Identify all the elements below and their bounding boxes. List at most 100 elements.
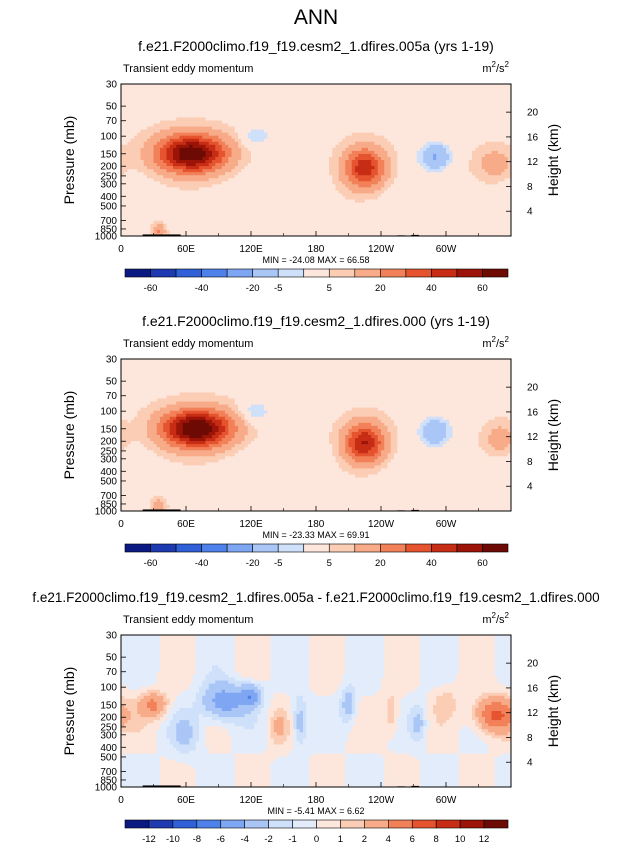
- contour-cell: [413, 729, 421, 733]
- contour-cell: [420, 729, 424, 733]
- contour-cell: [225, 456, 336, 460]
- contour-cell: [420, 668, 460, 672]
- contour-cell: [296, 704, 307, 709]
- contour-cell: [338, 435, 346, 439]
- contour-cell: [338, 701, 343, 706]
- contour-cell: [234, 762, 271, 767]
- contour-cell: [156, 229, 161, 234]
- contour-cell: [160, 665, 197, 669]
- colorbar-swatch: [456, 268, 483, 278]
- contour-cell: [494, 641, 512, 645]
- contour-cell: [394, 178, 479, 182]
- contour-cell: [160, 668, 197, 672]
- contour-cell: [153, 144, 164, 149]
- contour-cell: [189, 686, 200, 691]
- contour-cell: [442, 692, 453, 697]
- colorbar-label: 5: [327, 558, 332, 569]
- contour-cell: [485, 741, 512, 745]
- contour-cell: [410, 707, 424, 712]
- contour-cell: [410, 711, 424, 715]
- contour-cell: [426, 723, 431, 727]
- contour-cell: [257, 714, 268, 718]
- contour-cell: [481, 726, 512, 730]
- chart-panel-2: f.e21.F2000climo.f19_f19.cesm2_1.dfires.…: [61, 313, 561, 569]
- contour-cell: [202, 435, 213, 439]
- contour-cell: [455, 707, 473, 712]
- contour-cell: [273, 692, 288, 697]
- contour-cell: [169, 410, 184, 415]
- contour-cell: [345, 783, 385, 788]
- contour-cell: [156, 735, 167, 739]
- contour-cell: [150, 401, 177, 405]
- contour-cell: [264, 692, 275, 697]
- contour-cell: [446, 425, 453, 430]
- contour-cell: [270, 638, 310, 642]
- contour-cell: [127, 720, 154, 724]
- contour-cell: [225, 671, 239, 675]
- contour-cell: [420, 774, 460, 779]
- contour-cell: [169, 438, 180, 442]
- contour-cell: [355, 447, 372, 451]
- contour-cell: [446, 150, 453, 155]
- contour-cell: [264, 695, 275, 700]
- contour-cell: [293, 738, 297, 742]
- contour-cell: [306, 711, 340, 715]
- contour-cell: [351, 190, 375, 194]
- contour-cell: [121, 84, 512, 88]
- contour-cell: [485, 732, 496, 736]
- contour-cell: [179, 392, 216, 396]
- contour-cell: [394, 707, 401, 712]
- contour-cell: [335, 144, 349, 149]
- contour-cell: [413, 689, 431, 694]
- contour-cell: [212, 150, 219, 155]
- contour-cell: [481, 698, 512, 703]
- contour-cell: [397, 447, 483, 451]
- contour-cell: [433, 707, 457, 712]
- contour-cell: [358, 178, 372, 182]
- contour-cell: [121, 665, 161, 669]
- contour-cell: [121, 111, 512, 115]
- colorbar-swatch: [268, 819, 293, 829]
- contour-cell: [156, 141, 167, 146]
- contour-cell: [121, 656, 161, 660]
- contour-cell: [459, 765, 496, 770]
- contour-cell: [121, 359, 512, 363]
- contour-cell: [345, 638, 385, 642]
- pressure-tick-label: 250: [100, 446, 117, 457]
- contour-cell: [468, 160, 483, 164]
- contour-cell: [241, 138, 252, 143]
- contour-cell: [420, 665, 460, 669]
- contour-cell: [195, 650, 236, 654]
- contour-cell: [416, 153, 424, 158]
- contour-cell: [140, 129, 161, 134]
- contour-cell: [384, 756, 418, 761]
- contour-cell: [296, 717, 304, 721]
- contour-cell: [166, 229, 171, 234]
- contour-cell: [160, 641, 197, 645]
- contour-cell: [218, 401, 236, 405]
- contour-cell: [329, 438, 340, 442]
- contour-cell: [290, 750, 346, 754]
- contour-cell: [208, 747, 232, 751]
- contour-cell: [166, 726, 177, 730]
- contour-cell: [507, 692, 512, 697]
- contour-cell: [182, 169, 203, 173]
- contour-cell: [238, 704, 258, 709]
- contour-cell: [247, 132, 268, 137]
- contour-cell: [348, 738, 392, 742]
- contour-cell: [166, 419, 174, 424]
- colorbar-swatch: [226, 543, 253, 553]
- contour-cell: [345, 741, 388, 745]
- contour-cell: [504, 447, 512, 451]
- contour-cell: [374, 166, 379, 170]
- contour-cell: [384, 441, 392, 445]
- contour-cell: [338, 156, 349, 161]
- contour-cell: [166, 156, 174, 161]
- contour-cell: [351, 132, 375, 137]
- lon-tick-label: 60W: [436, 519, 457, 530]
- contour-cell: [221, 707, 232, 712]
- colorbar-label: -5: [274, 558, 282, 569]
- contour-cell: [238, 428, 249, 433]
- contour-cell: [179, 135, 203, 140]
- contour-cell: [137, 132, 154, 137]
